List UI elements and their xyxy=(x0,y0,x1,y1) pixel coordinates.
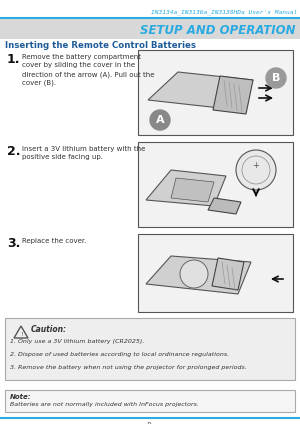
Text: 2. Dispose of used batteries according to local ordinance regulations.: 2. Dispose of used batteries according t… xyxy=(10,352,229,357)
Polygon shape xyxy=(148,72,253,110)
Text: 3.: 3. xyxy=(7,237,20,250)
Polygon shape xyxy=(171,178,214,202)
Bar xyxy=(0,19,300,39)
Bar xyxy=(5,318,295,380)
Text: 1. Only use a 3V lithium battery (CR2025).: 1. Only use a 3V lithium battery (CR2025… xyxy=(10,339,144,344)
Polygon shape xyxy=(212,258,244,290)
Polygon shape xyxy=(208,198,241,214)
Text: Insert a 3V lithium battery with the
positive side facing up.: Insert a 3V lithium battery with the pos… xyxy=(22,146,146,161)
Circle shape xyxy=(236,150,276,190)
Bar xyxy=(138,142,293,227)
Bar xyxy=(138,234,293,312)
Bar xyxy=(5,390,295,412)
Polygon shape xyxy=(213,76,253,114)
Text: 2.: 2. xyxy=(7,145,20,158)
Text: — 9 —: — 9 — xyxy=(139,422,161,424)
Text: Replace the cover.: Replace the cover. xyxy=(22,238,86,244)
Circle shape xyxy=(180,260,208,288)
Circle shape xyxy=(266,68,286,88)
Text: Batteries are not normally included with InFocus projectors.: Batteries are not normally included with… xyxy=(10,402,199,407)
Text: !: ! xyxy=(20,332,22,338)
Text: Caution:: Caution: xyxy=(31,325,67,334)
Text: SETUP AND OPERATION: SETUP AND OPERATION xyxy=(140,23,295,36)
Circle shape xyxy=(150,110,170,130)
Polygon shape xyxy=(146,170,226,206)
Text: IN3134a_IN3136a_IN3138HDa User's Manual: IN3134a_IN3136a_IN3138HDa User's Manual xyxy=(151,9,297,15)
Text: Note:: Note: xyxy=(10,394,32,400)
Text: A: A xyxy=(156,115,164,125)
Text: B: B xyxy=(272,73,280,83)
Polygon shape xyxy=(146,256,251,294)
Text: Remove the battery compartment
cover by sliding the cover in the
direction of th: Remove the battery compartment cover by … xyxy=(22,54,154,86)
Text: 1.: 1. xyxy=(7,53,20,66)
Bar xyxy=(138,50,293,135)
Text: Inserting the Remote Control Batteries: Inserting the Remote Control Batteries xyxy=(5,42,196,50)
Text: 3. Remove the battery when not using the projector for prolonged periods.: 3. Remove the battery when not using the… xyxy=(10,365,247,370)
Text: +: + xyxy=(253,161,260,170)
